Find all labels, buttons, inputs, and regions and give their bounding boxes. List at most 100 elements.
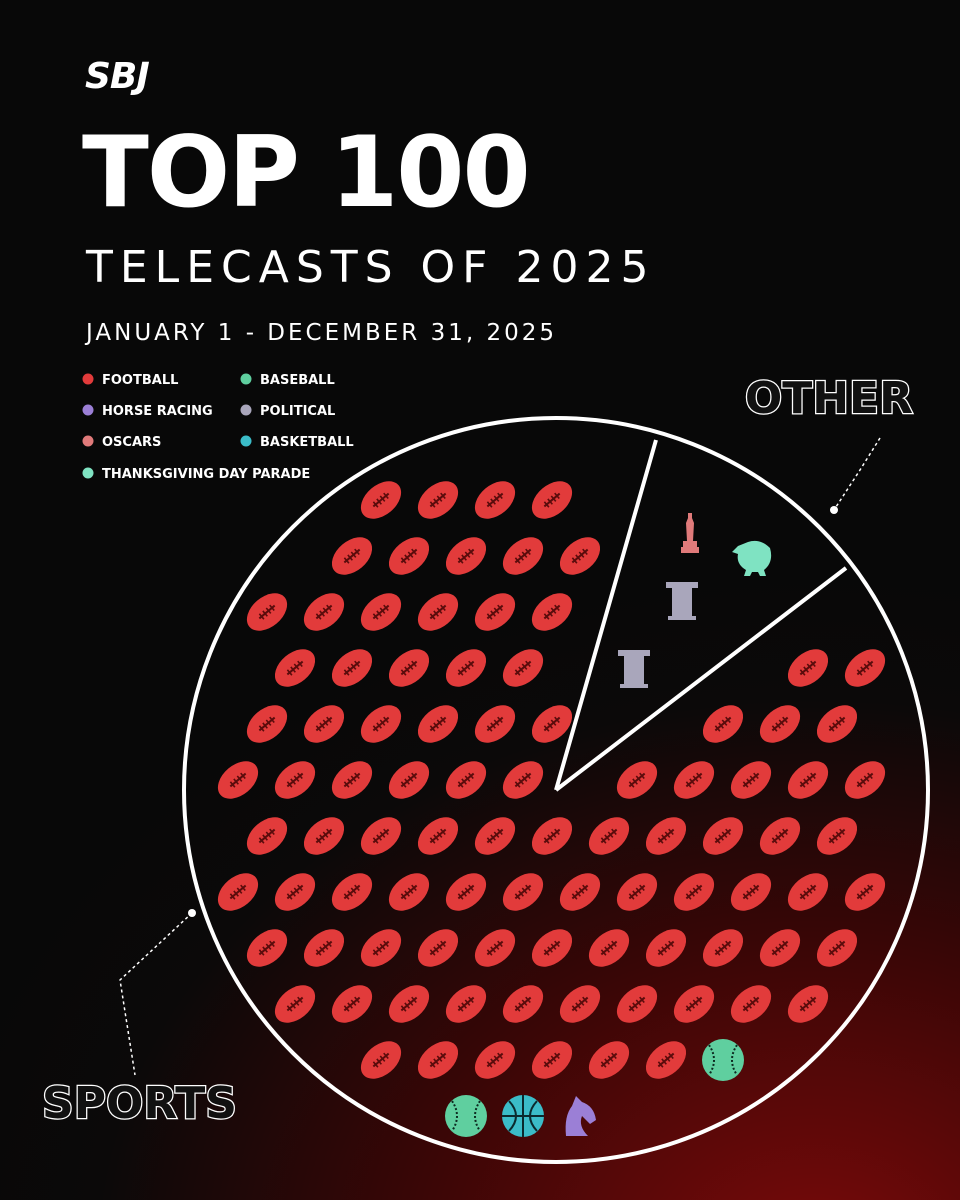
football-lace bbox=[497, 492, 503, 500]
football-lace bbox=[867, 772, 873, 780]
football-lace bbox=[828, 949, 835, 956]
football-shape bbox=[816, 817, 858, 855]
football-lace bbox=[835, 831, 842, 838]
football-shape bbox=[502, 649, 544, 687]
football-lace bbox=[575, 554, 581, 561]
football-shape bbox=[816, 705, 858, 743]
football-lace bbox=[461, 666, 467, 673]
football-lace bbox=[468, 548, 474, 556]
football-lace bbox=[525, 996, 531, 1004]
football-lace bbox=[828, 837, 835, 844]
football-lace bbox=[347, 666, 353, 673]
football-lace bbox=[379, 831, 386, 838]
unit-icon bbox=[417, 929, 459, 967]
legend-swatch bbox=[82, 373, 94, 385]
football-shape bbox=[730, 873, 772, 911]
football-shape bbox=[274, 649, 316, 687]
football-shape bbox=[360, 593, 402, 631]
football-lace bbox=[778, 831, 785, 838]
football-lace bbox=[721, 943, 728, 950]
football-lace bbox=[550, 1055, 557, 1062]
football-shape bbox=[217, 873, 259, 911]
football-lace bbox=[604, 1058, 610, 1065]
football-lace bbox=[372, 501, 379, 508]
unit-icon bbox=[331, 537, 373, 575]
unit-icon bbox=[681, 513, 699, 553]
unit-icon bbox=[303, 817, 345, 855]
legend-swatch bbox=[240, 435, 252, 447]
football-lace bbox=[718, 722, 724, 729]
football-lace bbox=[806, 663, 813, 670]
football-lace bbox=[753, 996, 759, 1004]
football-shape bbox=[474, 705, 516, 743]
football-lace bbox=[315, 949, 322, 956]
football-lace bbox=[436, 495, 443, 502]
football-lace bbox=[725, 716, 731, 724]
football-shape bbox=[388, 985, 430, 1023]
football-lace bbox=[664, 943, 671, 950]
subtitle: TELECASTS OF 2025 bbox=[85, 242, 655, 293]
football-lace bbox=[350, 775, 357, 782]
unit-icon bbox=[303, 593, 345, 631]
football-lace bbox=[490, 498, 496, 505]
football-lace bbox=[521, 551, 528, 558]
unit-icon bbox=[360, 1041, 402, 1079]
football-shape bbox=[246, 705, 288, 743]
football-lace bbox=[863, 887, 870, 894]
football-lace bbox=[550, 943, 557, 950]
slice-label: SPORTS bbox=[42, 1078, 237, 1129]
football-lace bbox=[326, 716, 332, 724]
football-lace bbox=[372, 837, 379, 844]
football-lace bbox=[286, 1005, 293, 1012]
unit-icon bbox=[730, 985, 772, 1023]
football-lace bbox=[436, 719, 443, 726]
football-lace bbox=[803, 890, 809, 897]
football-lace bbox=[240, 884, 246, 892]
unit-icon bbox=[274, 985, 316, 1023]
football-lace bbox=[457, 557, 464, 564]
football-lace bbox=[265, 831, 272, 838]
football-lace bbox=[440, 940, 446, 948]
football-lace bbox=[490, 946, 496, 953]
football-lace bbox=[835, 719, 842, 726]
football-shape bbox=[388, 761, 430, 799]
slice-divider bbox=[554, 439, 848, 792]
football-lace bbox=[464, 663, 471, 670]
football-shape bbox=[246, 593, 288, 631]
football-lace bbox=[433, 498, 439, 505]
football-shape bbox=[445, 873, 487, 911]
football-lace bbox=[440, 492, 446, 500]
unit-icon bbox=[559, 985, 601, 1023]
football-lace bbox=[518, 554, 524, 561]
title: TOP 100 bbox=[82, 116, 529, 230]
unit-icon bbox=[360, 481, 402, 519]
football-lace bbox=[376, 834, 382, 841]
football-lace bbox=[490, 722, 496, 729]
football-shape bbox=[844, 873, 886, 911]
legend-swatch bbox=[82, 435, 94, 447]
football-shape bbox=[702, 817, 744, 855]
football-lace bbox=[429, 613, 436, 620]
podium bbox=[618, 650, 650, 688]
football-lace bbox=[236, 887, 243, 894]
podium bbox=[666, 582, 698, 620]
football-lace bbox=[578, 551, 585, 558]
football-lace bbox=[692, 775, 699, 782]
football-lace bbox=[575, 890, 581, 897]
football-lace bbox=[464, 887, 471, 894]
unit-icon bbox=[246, 705, 288, 743]
football-lace bbox=[607, 943, 614, 950]
football-lace bbox=[632, 1002, 638, 1009]
football-lace bbox=[685, 781, 692, 788]
unit-icon bbox=[588, 929, 630, 967]
legend: FOOTBALL BASEBALL HORSE RACING POLITICAL OSC… bbox=[82, 373, 354, 482]
football-shape bbox=[816, 929, 858, 967]
football-shape bbox=[588, 929, 630, 967]
football-lace bbox=[600, 837, 607, 844]
football-lace bbox=[436, 607, 443, 614]
football-lace bbox=[806, 775, 813, 782]
football-lace bbox=[547, 610, 553, 617]
football-lace bbox=[404, 554, 410, 561]
football-lace bbox=[262, 946, 268, 953]
